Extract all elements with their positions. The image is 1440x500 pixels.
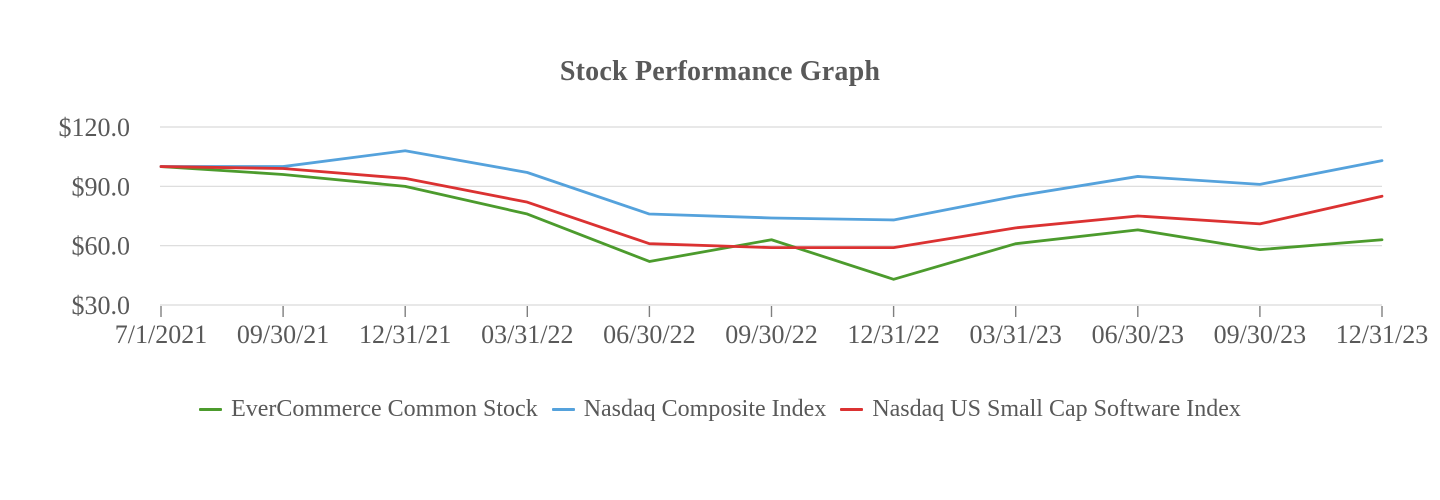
series-line-nasdaq-us-small-cap-software-index — [159, 165, 1384, 250]
legend-line-swatch-blue — [551, 408, 575, 411]
y-axis-tick-label: $30.0 — [72, 291, 131, 320]
legend-label: Nasdaq US Small Cap Software Index — [872, 396, 1241, 422]
x-axis-tick-label: 09/30/23 — [1214, 320, 1306, 349]
x-axis-tick-label: 03/31/22 — [481, 320, 573, 349]
x-axis-tick-label: 09/30/22 — [725, 320, 817, 349]
legend-item-nasdaq-composite-index: Nasdaq Composite Index — [551, 396, 827, 423]
legend: EverCommerce Common Stock Nasdaq Composi… — [0, 396, 1440, 423]
x-axis-tick-label: 12/31/21 — [359, 320, 451, 349]
x-axis-tick-label: 06/30/22 — [603, 320, 695, 349]
y-axis-tick-label: $90.0 — [72, 172, 131, 201]
x-axis-tick-label: 12/31/22 — [847, 320, 939, 349]
x-axis-tick-label: 03/31/23 — [969, 320, 1061, 349]
y-axis-tick-label: $120.0 — [59, 113, 131, 142]
legend-item-nasdaq-us-small-cap-software-index: Nasdaq US Small Cap Software Index — [840, 396, 1241, 423]
x-axis-tick-label: 12/31/23 — [1336, 320, 1428, 349]
legend-label: Nasdaq Composite Index — [583, 396, 827, 422]
legend-line-swatch-red — [840, 408, 864, 411]
x-axis-tick-label: 09/30/21 — [237, 320, 329, 349]
series-line-evercommerce-common-stock — [159, 165, 1384, 281]
x-axis-tick-label: 7/1/2021 — [115, 320, 207, 349]
x-axis-tick-label: 06/30/23 — [1092, 320, 1184, 349]
legend-label: EverCommerce Common Stock — [231, 396, 538, 422]
y-axis-tick-label: $60.0 — [72, 232, 131, 261]
legend-item-evercommerce-common-stock: EverCommerce Common Stock — [199, 396, 538, 423]
chart-title: Stock Performance Graph — [559, 56, 881, 87]
series-line-nasdaq-composite-index — [159, 149, 1384, 222]
legend-line-swatch-green — [199, 408, 223, 411]
